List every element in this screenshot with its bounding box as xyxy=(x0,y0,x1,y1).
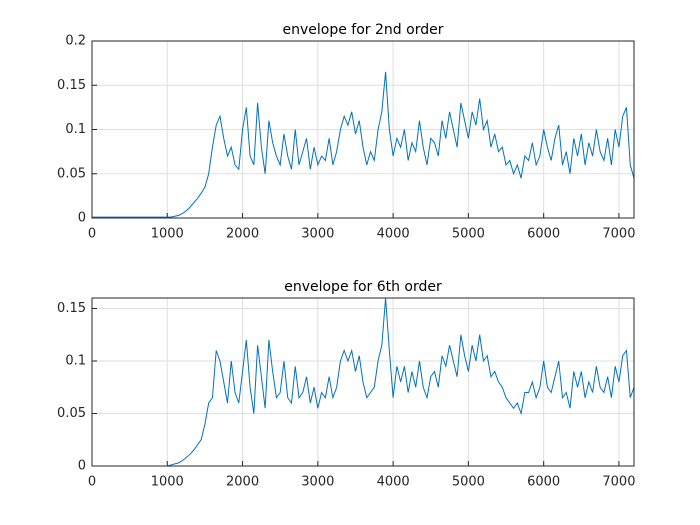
y-tick-label: 0 xyxy=(78,211,86,226)
x-tick-label: 2000 xyxy=(226,475,259,490)
signal-line xyxy=(92,71,634,218)
x-tick-label: 6000 xyxy=(527,475,560,490)
y-tick-label: 0.1 xyxy=(65,354,86,369)
y-tick-label: 0.15 xyxy=(57,78,86,93)
signal-line xyxy=(92,298,634,466)
x-tick-label: 0 xyxy=(88,227,96,242)
x-tick-label: 7000 xyxy=(602,227,635,242)
x-tick-label: 3000 xyxy=(301,475,334,490)
y-tick-label: 0.1 xyxy=(65,122,86,137)
x-tick-label: 5000 xyxy=(452,227,485,242)
chart-title: envelope for 6th order xyxy=(284,279,442,295)
axes-box xyxy=(91,40,635,219)
axes-box xyxy=(91,297,635,467)
x-tick-label: 4000 xyxy=(377,475,410,490)
y-tick-label: 0.05 xyxy=(57,406,86,421)
x-tick-label: 5000 xyxy=(452,475,485,490)
y-tick-label: 0.2 xyxy=(65,34,86,49)
chart-title: envelope for 2nd order xyxy=(283,22,444,38)
y-tick-label: 0.05 xyxy=(57,166,86,181)
x-tick-label: 1000 xyxy=(151,475,184,490)
x-tick-label: 2000 xyxy=(226,227,259,242)
x-tick-label: 3000 xyxy=(301,227,334,242)
x-tick-label: 7000 xyxy=(602,475,635,490)
y-tick-label: 0.15 xyxy=(57,301,86,316)
y-tick-label: 0 xyxy=(78,459,86,474)
x-tick-label: 1000 xyxy=(151,227,184,242)
x-tick-label: 4000 xyxy=(377,227,410,242)
x-tick-label: 0 xyxy=(88,475,96,490)
x-tick-label: 6000 xyxy=(527,227,560,242)
